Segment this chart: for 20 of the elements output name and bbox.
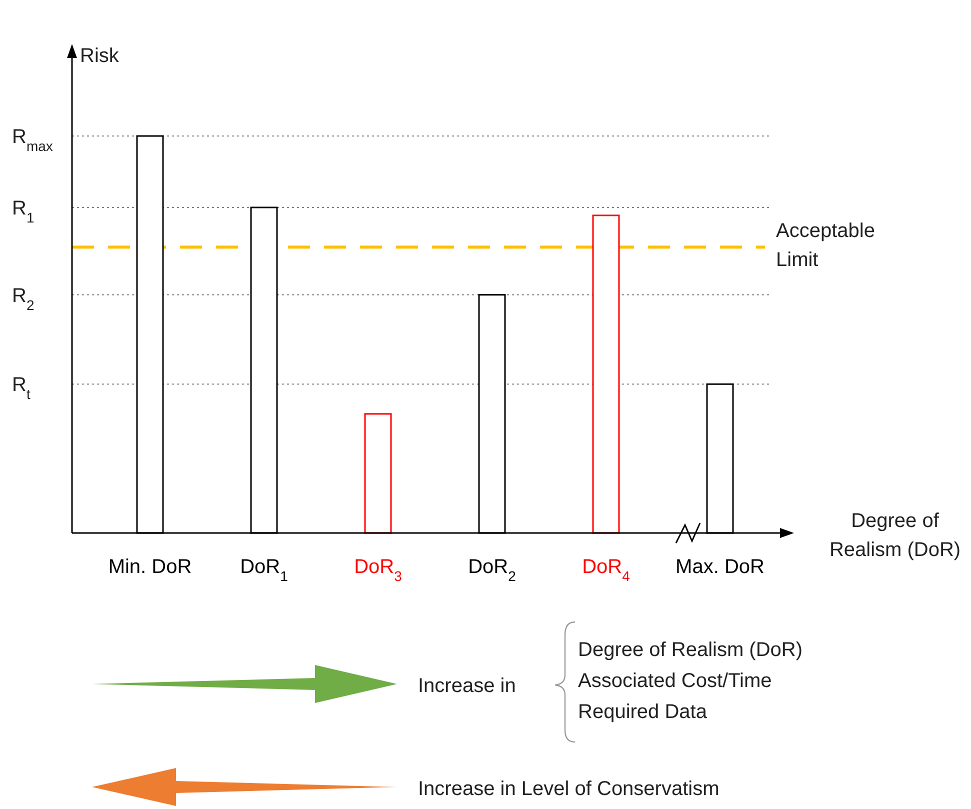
ref-line-label: R$_{t}$ xyxy=(12,374,30,402)
x-tick-label: DoR$_{2}$ xyxy=(468,556,516,584)
x-axis-title: Degree of Realism (DoR) xyxy=(829,510,961,561)
ref-line-label: R$_{2}$ xyxy=(12,284,34,313)
x-tick-label: Max. DoR xyxy=(676,556,764,578)
x-tick-label: DoR$_{1}$ xyxy=(240,556,288,584)
x-tick-label: DoR$_{4}$ xyxy=(582,556,630,584)
ref-line-label: R$_{1}$ xyxy=(12,197,34,226)
x-tick-label: Min. DoR xyxy=(108,556,192,578)
text: Increase in xyxy=(418,675,516,697)
bar xyxy=(592,214,620,534)
y-axis-title: Risk xyxy=(80,45,120,67)
text: Associated Cost/Time xyxy=(578,670,772,692)
text: Degree of Realism (DoR) xyxy=(578,639,803,661)
bar xyxy=(364,413,392,534)
text: Increase in Level of Conservatism xyxy=(418,778,720,800)
ref-line-label: Acceptable Limit xyxy=(776,220,875,272)
x-tick-label: DoR$_{3}$ xyxy=(354,556,402,584)
ref-line-label: R$_{max}$ xyxy=(12,126,53,154)
text: Required Data xyxy=(578,701,708,723)
